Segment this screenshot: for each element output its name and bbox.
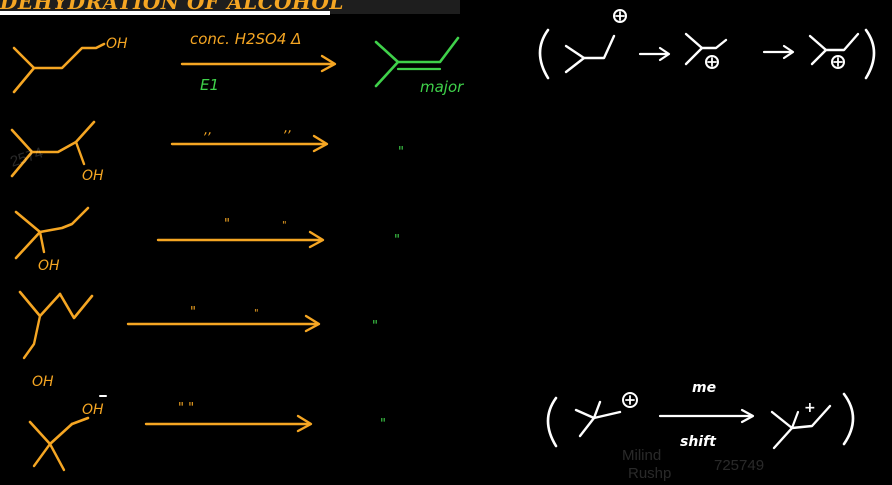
mech1-charge-2 xyxy=(705,55,719,69)
reactant-1-chain xyxy=(32,42,106,70)
reactant-4-oh: OH xyxy=(32,374,54,390)
mech2-cation-2 xyxy=(770,410,794,450)
reactant-3-skeleton xyxy=(14,210,42,260)
reaction-4: OH " " " xyxy=(18,290,378,390)
ditto-reagent-3b: " xyxy=(282,220,287,231)
reactant-3-oh-bond xyxy=(38,230,46,254)
mech2-cation-1-chain xyxy=(592,410,622,420)
reaction-5: OH " " " xyxy=(28,395,386,472)
ditto-reagent-5: " " xyxy=(178,401,194,416)
mech1-cation-1-chain xyxy=(582,34,616,60)
arrow-5-head xyxy=(296,414,313,433)
mech1-open-paren xyxy=(538,28,550,80)
ditto-product-3: " xyxy=(394,233,400,248)
product-1-skeleton xyxy=(374,40,400,88)
title-underline xyxy=(0,11,330,15)
ditto-reagent-4: " xyxy=(190,305,196,320)
mechanism-1 xyxy=(538,9,876,80)
watermark-name: Milind xyxy=(622,447,662,464)
mech1-arrow-1-head xyxy=(658,46,671,62)
product-1-double-bond xyxy=(396,36,460,64)
mech2-shift-top: me xyxy=(692,380,716,396)
reaction-2: OH ,, ,, " xyxy=(10,120,404,184)
reactant-4-chain xyxy=(58,292,94,320)
mech1-charge-3 xyxy=(831,55,845,69)
reactant-5-skeleton xyxy=(28,420,74,446)
reagent-label: conc. H2SO4 Δ xyxy=(190,30,301,48)
reactant-1-oh: OH xyxy=(106,36,128,52)
reactant-5-oh: OH xyxy=(82,402,104,418)
ditto-reagent-4b: " xyxy=(254,308,259,319)
mech2-arrow-head xyxy=(740,408,755,424)
mech1-close-paren xyxy=(864,28,876,80)
reaction-1: OH conc. H2SO4 Δ E1 major xyxy=(12,30,464,96)
watermark-sub: Rushp xyxy=(628,465,672,482)
condition-e1: E1 xyxy=(200,76,219,94)
major-label: major xyxy=(420,78,464,96)
arrow-3-head xyxy=(308,230,325,249)
reactant-2-chain xyxy=(30,120,96,154)
reactant-1-skeleton xyxy=(12,46,36,94)
reactant-4-oh-chain xyxy=(22,314,42,360)
mech1-cation-2-chain xyxy=(700,38,728,50)
ditto-reagent-2: ,, xyxy=(204,123,212,138)
ditto-product-4: " xyxy=(372,319,378,334)
mech1-arrow-2-head xyxy=(782,44,795,60)
mech2-charge-final: + xyxy=(804,400,816,416)
mech2-cation-1-branch xyxy=(592,400,602,420)
title-bar xyxy=(0,0,460,14)
reactant-3-chain xyxy=(38,206,90,234)
ditto-product-2: " xyxy=(398,145,404,160)
mech2-cation-1 xyxy=(574,408,596,438)
reactant-5-chain xyxy=(70,416,90,426)
ditto-reagent-2b: ,, xyxy=(284,121,292,136)
mech1-cation-3 xyxy=(808,34,828,66)
mech2-shift-bottom: shift xyxy=(680,434,717,450)
mech2-cation-2-chain xyxy=(790,404,832,430)
reactant-2-oh-bond xyxy=(74,140,86,166)
ditto-reagent-3: " xyxy=(224,217,230,232)
reactant-2-oh: OH xyxy=(82,168,104,184)
arrow-1-head xyxy=(320,54,337,73)
reactant-5-branch-2 xyxy=(48,442,66,472)
page-title: DEHYDRATION OF ALCOHOL xyxy=(0,0,344,14)
arrow-4-head xyxy=(304,314,321,333)
watermark-code: 725749 xyxy=(714,457,765,474)
reactant-4-skeleton xyxy=(18,290,62,318)
reactant-3-oh: OH xyxy=(38,258,60,274)
mech2-close-paren xyxy=(842,392,855,446)
mech2-open-paren xyxy=(546,396,558,448)
mech1-cation-3-chain xyxy=(824,32,860,52)
mech1-cation-1 xyxy=(564,44,586,74)
reactant-5-branch-1 xyxy=(32,442,52,468)
mech1-cation-2 xyxy=(684,32,704,66)
ditto-product-5: " xyxy=(380,417,386,432)
mech2-charge-1 xyxy=(622,392,638,408)
mech1-charge-1 xyxy=(613,9,627,23)
reaction-3: OH " " " xyxy=(14,206,400,274)
mechanism-2: me shift + xyxy=(546,380,855,450)
mech2-cation-2-branch xyxy=(790,410,800,430)
arrow-2-head xyxy=(312,134,329,153)
